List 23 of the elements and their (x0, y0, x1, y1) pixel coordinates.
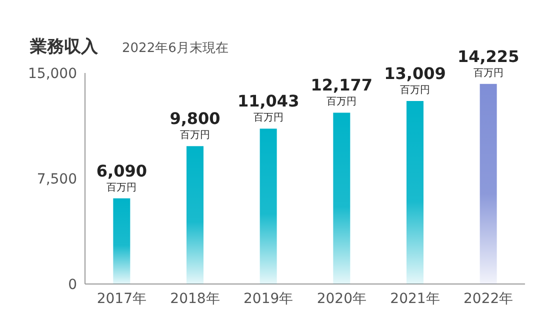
data-label: 14,225 (457, 46, 520, 66)
x-tick-label: 2019年 (244, 291, 294, 307)
data-label: 9,800 (170, 109, 220, 128)
data-label: 11,043 (237, 92, 300, 111)
data-label: 6,090 (96, 161, 147, 180)
annotation: 百万円 (106, 182, 137, 194)
data-label: 13,009 (384, 64, 446, 84)
annotation: 百万円 (253, 112, 284, 124)
x-tick-label: 2022年 (464, 291, 514, 307)
y-tick-label: 7,500 (36, 172, 77, 188)
data-label: 12,177 (310, 76, 373, 95)
y-tick-label: 15,000 (28, 66, 77, 82)
chart-title: 業務収入 (29, 37, 99, 57)
annotation: 百万円 (180, 130, 210, 142)
annotation: 百万円 (400, 85, 430, 96)
x-tick-label: 2021年 (390, 291, 440, 307)
x-tick-label: 2020年 (316, 291, 366, 307)
chart-subtitle: 2022年6月末現在 (122, 41, 228, 56)
x-tick-label: 2018年 (170, 291, 220, 307)
y-tick-label: 0 (68, 277, 77, 293)
annotation: 百万円 (473, 68, 504, 79)
annotation: 百万円 (326, 96, 357, 108)
x-tick-label: 2017年 (96, 291, 146, 307)
